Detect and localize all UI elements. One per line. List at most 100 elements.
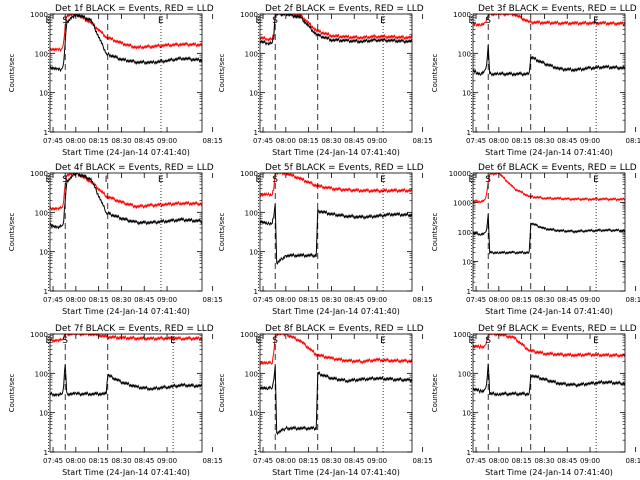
events-series-line [50, 364, 202, 398]
y-tick-label: 10 [462, 90, 471, 98]
y-axis-label: Counts/sec [218, 54, 226, 93]
x-tick-label: 08:45 [344, 137, 364, 145]
marker-label: S [485, 16, 491, 26]
x-tick-label: 08:00 [489, 457, 509, 465]
marker-label: S [272, 336, 278, 346]
x-tick-label: 08:15 [413, 457, 433, 465]
x-tick-label: 09:00 [367, 457, 387, 465]
events-series-line [50, 173, 202, 230]
y-tick-label: 100 [245, 209, 258, 217]
x-tick-label: 08:15 [203, 296, 223, 304]
x-axis-label: Start Time (24-Jan-14 07:41:40) [485, 148, 613, 157]
panel-5: Det 5f BLACK = Events, RED = LLD Counts/s… [218, 163, 433, 316]
panel-7: Det 7f BLACK = Events, RED = LLD Counts/s… [8, 324, 223, 477]
y-tick-label: 1000 [240, 170, 258, 178]
panel-3: Det 3f BLACK = Events, RED = LLD Counts/s… [431, 4, 640, 157]
lld-series-line [473, 173, 625, 204]
x-tick-label: 08:00 [276, 457, 296, 465]
x-tick-label: 08:00 [489, 296, 509, 304]
y-tick-label: 1000 [240, 11, 258, 19]
plot-frame [49, 333, 203, 453]
y-tick-label: 100 [458, 229, 471, 237]
x-tick-label: 08:15 [512, 137, 532, 145]
y-axis-label: Counts/sec [8, 374, 16, 413]
y-tick-label: 1 [254, 129, 258, 137]
x-axis-label: Start Time (24-Jan-14 07:41:40) [272, 148, 400, 157]
y-tick-label: 10 [462, 259, 471, 267]
x-tick-label: 08:30 [111, 137, 131, 145]
x-tick-label: 07:45 [466, 296, 486, 304]
x-tick-label: 08:15 [413, 296, 433, 304]
panel-title: Det 5f BLACK = Events, RED = LLD [265, 163, 424, 173]
y-tick-label: 10 [249, 410, 258, 418]
x-tick-label: 09:00 [367, 296, 387, 304]
y-tick-label: 1 [44, 449, 48, 457]
x-tick-label: 08:30 [534, 296, 554, 304]
y-axis-label: Counts/sec [8, 213, 16, 252]
plot-frame [472, 13, 626, 133]
marker-label: E [158, 175, 164, 185]
x-tick-label: 08:15 [626, 457, 640, 465]
x-tick-label: 08:00 [66, 137, 86, 145]
events-series-line [50, 14, 202, 73]
lld-series-line [473, 14, 625, 28]
y-tick-label: 100 [35, 209, 48, 217]
x-axis-label: Start Time (24-Jan-14 07:41:40) [62, 468, 190, 477]
y-tick-label: 1000 [453, 200, 471, 208]
x-tick-label: 08:45 [134, 296, 154, 304]
x-tick-label: 08:15 [626, 137, 640, 145]
y-tick-label: 10 [39, 410, 48, 418]
lld-series-line [260, 173, 412, 198]
y-tick-label: 1000 [453, 331, 471, 339]
y-tick-label: 1 [44, 129, 48, 137]
y-tick-label: 1 [44, 288, 48, 296]
y-tick-label: 10 [39, 249, 48, 257]
y-axis-label: Counts/sec [431, 54, 439, 93]
x-tick-label: 08:30 [534, 137, 554, 145]
y-tick-label: 100 [245, 370, 258, 378]
y-tick-label: 100 [245, 50, 258, 58]
panel-8: Det 8f BLACK = Events, RED = LLD Counts/s… [218, 324, 433, 477]
x-tick-label: 08:00 [276, 137, 296, 145]
x-tick-label: 08:15 [89, 296, 109, 304]
plot-frame [259, 13, 413, 133]
y-tick-label: 10 [39, 90, 48, 98]
x-tick-label: 07:45 [43, 137, 63, 145]
y-tick-label: 1000 [240, 331, 258, 339]
marker-label: E [158, 16, 164, 26]
marker-label: E [255, 175, 261, 185]
x-tick-label: 08:00 [276, 296, 296, 304]
lld-series-line [50, 173, 202, 212]
y-tick-label: 1000 [453, 11, 471, 19]
y-axis-label: Counts/sec [218, 374, 226, 413]
y-tick-label: 1 [467, 129, 471, 137]
x-tick-label: 09:00 [367, 137, 387, 145]
x-tick-label: 07:45 [253, 296, 273, 304]
x-tick-label: 09:00 [580, 137, 600, 145]
marker-label: E [468, 336, 474, 346]
x-tick-label: 08:45 [557, 296, 577, 304]
x-tick-label: 08:15 [512, 296, 532, 304]
panel-4: Det 4f BLACK = Events, RED = LLD Counts/s… [8, 163, 223, 316]
x-tick-label: 08:45 [134, 457, 154, 465]
marker-label: E [380, 16, 386, 26]
y-axis-label: Counts/sec [431, 374, 439, 413]
marker-label: S [485, 336, 491, 346]
panel-title: Det 1f BLACK = Events, RED = LLD [55, 4, 214, 14]
y-tick-label: 10 [249, 249, 258, 257]
x-tick-label: 07:45 [43, 296, 63, 304]
x-tick-label: 08:45 [344, 457, 364, 465]
y-tick-label: 1000 [30, 170, 48, 178]
panel-title: Det 2f BLACK = Events, RED = LLD [265, 4, 424, 14]
x-tick-label: 08:15 [299, 137, 319, 145]
x-tick-label: 08:00 [66, 296, 86, 304]
y-tick-label: 1 [467, 288, 471, 296]
y-tick-label: 1 [254, 288, 258, 296]
events-series-line [260, 204, 412, 265]
y-tick-label: 100 [458, 50, 471, 58]
x-axis-label: Start Time (24-Jan-14 07:41:40) [485, 468, 613, 477]
panel-title: Det 6f BLACK = Events, RED = LLD [478, 163, 637, 173]
x-axis-label: Start Time (24-Jan-14 07:41:40) [485, 307, 613, 316]
panel-title: Det 3f BLACK = Events, RED = LLD [478, 4, 637, 14]
